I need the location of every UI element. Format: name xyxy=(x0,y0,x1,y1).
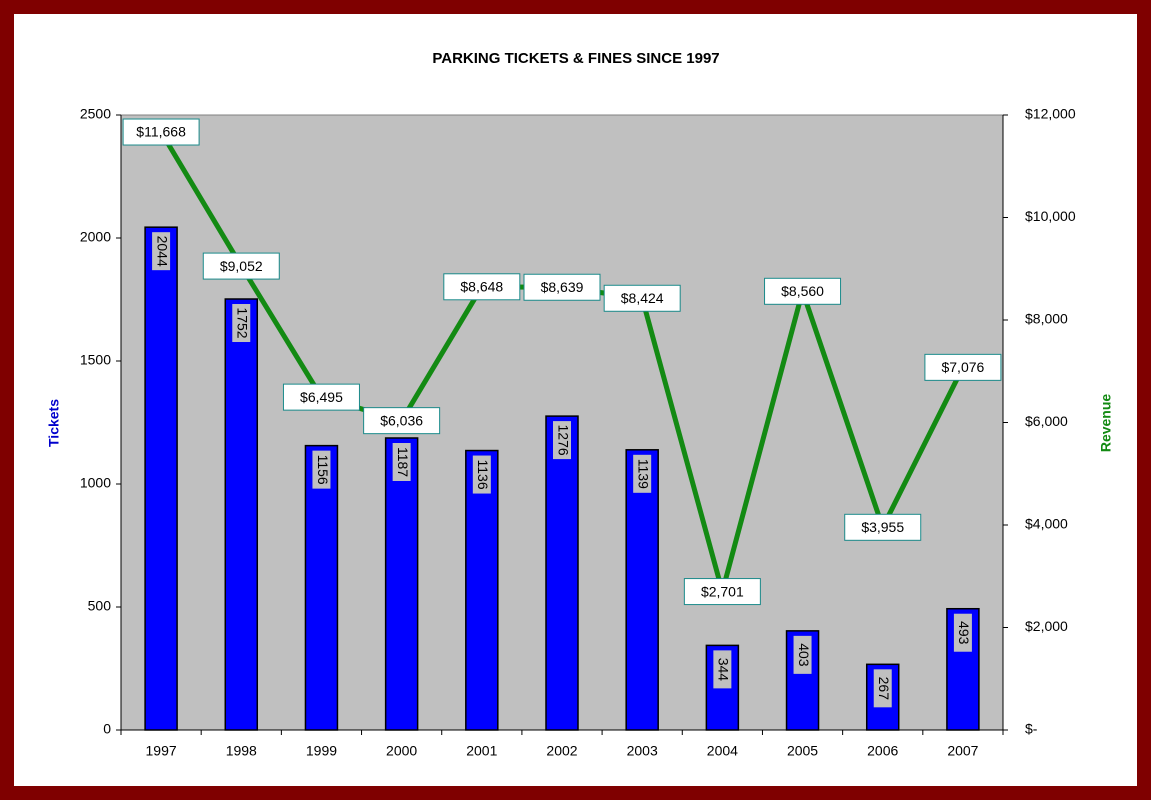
bar xyxy=(384,437,419,731)
bar-label-box xyxy=(472,455,491,494)
bar-label: 493 xyxy=(956,621,972,645)
line-label-box xyxy=(202,252,280,280)
bar-label: 344 xyxy=(716,658,732,682)
line-label-box xyxy=(363,407,441,435)
x-tick-label: 1999 xyxy=(306,743,337,759)
bar-label-box xyxy=(713,650,732,689)
line-label: $3,955 xyxy=(861,519,904,535)
y-tick-label: 0 xyxy=(103,721,111,737)
line-label-box xyxy=(844,513,922,541)
x-tick-label: 1998 xyxy=(226,743,257,759)
x-tick-label: 2007 xyxy=(947,743,978,759)
line-label: $8,560 xyxy=(781,283,824,299)
y2-tick-label: $- xyxy=(1025,721,1038,737)
bar xyxy=(465,449,499,731)
bar-label-box xyxy=(953,613,972,652)
line-label: $8,424 xyxy=(621,290,664,306)
bar-label-box xyxy=(873,669,892,708)
bar-label-box xyxy=(793,635,812,674)
y-tick-label: 2500 xyxy=(80,106,111,122)
chart-title: PARKING TICKETS & FINES SINCE 1997 xyxy=(432,50,719,67)
y-tick-label: 500 xyxy=(88,598,112,614)
y2-tick-label: $10,000 xyxy=(1025,208,1076,224)
y-axis-title: Tickets xyxy=(46,399,62,447)
y-tick-label: 2000 xyxy=(80,229,111,245)
bar xyxy=(144,226,178,731)
bar xyxy=(545,415,579,731)
y2-tick-label: $8,000 xyxy=(1025,311,1068,327)
line-label: $11,668 xyxy=(136,124,186,140)
line-label: $6,036 xyxy=(380,412,423,428)
bar-label: 267 xyxy=(876,677,892,701)
line-label: $8,639 xyxy=(541,279,584,295)
y2-tick-label: $2,000 xyxy=(1025,618,1068,634)
bar-label-box xyxy=(312,450,331,489)
y2-axis-title: Revenue xyxy=(1098,394,1114,453)
x-tick-label: 2002 xyxy=(546,743,577,759)
bar-label: 1139 xyxy=(635,459,651,489)
y-tick-label: 1000 xyxy=(80,475,111,491)
x-tick-label: 2006 xyxy=(867,743,898,759)
bar-label-box xyxy=(232,304,251,343)
line-label: $7,076 xyxy=(941,359,984,375)
line-label-box xyxy=(924,353,1002,381)
bar xyxy=(304,444,339,731)
line-label-box xyxy=(603,284,681,312)
line-label-box xyxy=(523,273,601,301)
x-tick-label: 2003 xyxy=(627,743,658,759)
line-label: $6,495 xyxy=(300,389,343,405)
bar-label: 1752 xyxy=(235,307,251,338)
y2-tick-label: $6,000 xyxy=(1025,413,1068,429)
bar-label-box xyxy=(633,454,652,493)
line-label: $8,648 xyxy=(460,278,503,294)
bar-label: 1276 xyxy=(555,425,571,456)
bar xyxy=(224,298,259,731)
line-label-box xyxy=(122,118,200,146)
line-label-box xyxy=(282,383,360,411)
bar-label: 1156 xyxy=(315,455,331,485)
bar-label: 403 xyxy=(796,643,812,667)
bar-label: 1187 xyxy=(395,447,411,477)
line-label: $9,052 xyxy=(220,258,263,274)
line-label-box xyxy=(764,277,842,305)
x-tick-label: 2005 xyxy=(787,743,818,759)
x-tick-label: 2001 xyxy=(466,743,497,759)
bar-label-box xyxy=(152,232,171,271)
x-tick-label: 2004 xyxy=(707,743,738,759)
line-label: $2,701 xyxy=(701,583,744,599)
bar xyxy=(625,449,659,731)
y2-tick-label: $4,000 xyxy=(1025,516,1068,532)
bar-label-box xyxy=(553,421,571,460)
line-label-box xyxy=(443,273,521,301)
bar-label: 1136 xyxy=(475,459,491,489)
bar-label: 2044 xyxy=(154,236,170,267)
bar-label-box xyxy=(392,442,411,481)
y2-tick-label: $12,000 xyxy=(1025,106,1076,122)
line-label-box xyxy=(683,578,761,606)
x-tick-label: 2000 xyxy=(386,743,417,759)
y-tick-label: 1500 xyxy=(80,352,111,368)
x-tick-label: 1997 xyxy=(146,743,177,759)
